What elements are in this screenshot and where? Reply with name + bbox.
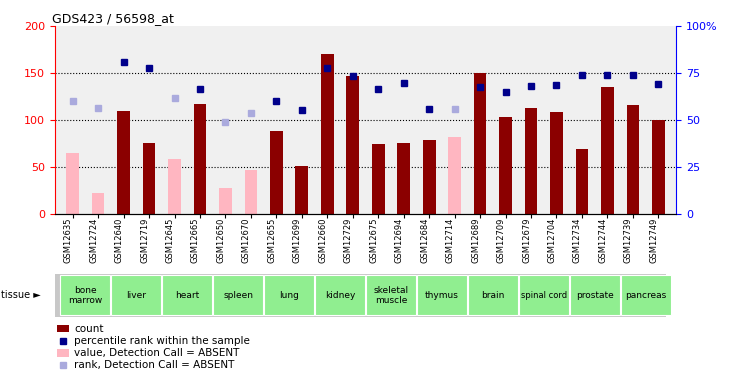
Text: pancreas: pancreas (625, 291, 666, 300)
Bar (321, 54, 333, 214)
Bar (423, 140, 436, 214)
FancyBboxPatch shape (315, 276, 365, 315)
Bar (575, 149, 588, 214)
Text: GSM12655: GSM12655 (268, 217, 276, 263)
Text: bone
marrow: bone marrow (68, 286, 102, 305)
Text: percentile rank within the sample: percentile rank within the sample (75, 336, 250, 346)
Bar (270, 131, 283, 214)
Bar (67, 153, 79, 214)
Bar (219, 188, 232, 214)
FancyBboxPatch shape (55, 274, 666, 317)
Bar (168, 159, 181, 214)
Text: GDS423 / 56598_at: GDS423 / 56598_at (52, 12, 173, 25)
Bar (92, 193, 105, 214)
FancyBboxPatch shape (417, 276, 467, 315)
Text: GSM12714: GSM12714 (446, 217, 455, 263)
Bar (372, 144, 385, 214)
Bar (499, 117, 512, 214)
Text: heart: heart (175, 291, 200, 300)
Text: GSM12670: GSM12670 (242, 217, 251, 263)
Bar (525, 108, 537, 214)
Text: value, Detection Call = ABSENT: value, Detection Call = ABSENT (75, 348, 240, 358)
Bar (57, 349, 69, 357)
Bar (295, 166, 308, 214)
Bar (245, 170, 257, 214)
Text: GSM12694: GSM12694 (395, 217, 404, 263)
FancyBboxPatch shape (61, 276, 110, 315)
Bar (626, 105, 639, 214)
Bar (550, 112, 563, 214)
Text: kidney: kidney (325, 291, 355, 300)
Bar (143, 142, 156, 214)
Text: GSM12679: GSM12679 (522, 217, 531, 263)
FancyBboxPatch shape (111, 276, 162, 315)
Text: GSM12739: GSM12739 (624, 217, 633, 263)
Text: skeletal
muscle: skeletal muscle (374, 286, 409, 305)
Text: rank, Detection Call = ABSENT: rank, Detection Call = ABSENT (75, 360, 235, 370)
FancyBboxPatch shape (519, 276, 569, 315)
Bar (601, 87, 614, 214)
Text: GSM12660: GSM12660 (318, 217, 327, 263)
Text: prostate: prostate (576, 291, 613, 300)
Bar (652, 120, 664, 214)
FancyBboxPatch shape (569, 276, 620, 315)
Text: GSM12734: GSM12734 (573, 217, 582, 263)
Text: GSM12699: GSM12699 (293, 217, 302, 263)
Text: GSM12645: GSM12645 (165, 217, 175, 263)
FancyBboxPatch shape (162, 276, 212, 315)
FancyBboxPatch shape (366, 276, 416, 315)
Text: GSM12684: GSM12684 (420, 217, 429, 263)
Text: GSM12744: GSM12744 (599, 217, 607, 263)
Bar (57, 325, 69, 333)
Text: GSM12665: GSM12665 (191, 217, 200, 263)
Text: GSM12635: GSM12635 (64, 217, 72, 263)
Text: GSM12675: GSM12675 (369, 217, 378, 263)
Bar (448, 137, 461, 214)
Text: GSM12724: GSM12724 (89, 217, 98, 263)
FancyBboxPatch shape (213, 276, 263, 315)
FancyBboxPatch shape (621, 276, 670, 315)
Bar (398, 142, 410, 214)
Bar (346, 76, 359, 214)
Text: tissue ►: tissue ► (1, 290, 41, 300)
Text: GSM12719: GSM12719 (140, 217, 149, 263)
FancyBboxPatch shape (468, 276, 518, 315)
Bar (194, 104, 206, 214)
Text: brain: brain (481, 291, 504, 300)
Text: liver: liver (126, 291, 146, 300)
Text: thymus: thymus (425, 291, 459, 300)
Text: spinal cord: spinal cord (520, 291, 567, 300)
Text: spleen: spleen (223, 291, 253, 300)
Text: GSM12689: GSM12689 (471, 217, 480, 263)
Bar (474, 73, 486, 214)
Text: count: count (75, 324, 104, 334)
Text: GSM12640: GSM12640 (115, 217, 124, 263)
Text: GSM12709: GSM12709 (496, 217, 506, 263)
FancyBboxPatch shape (264, 276, 314, 315)
Bar (117, 111, 130, 214)
Text: GSM12650: GSM12650 (216, 217, 225, 263)
Text: GSM12749: GSM12749 (649, 217, 659, 263)
Text: GSM12704: GSM12704 (548, 217, 556, 263)
Text: GSM12729: GSM12729 (344, 217, 353, 263)
Text: lung: lung (279, 291, 299, 300)
